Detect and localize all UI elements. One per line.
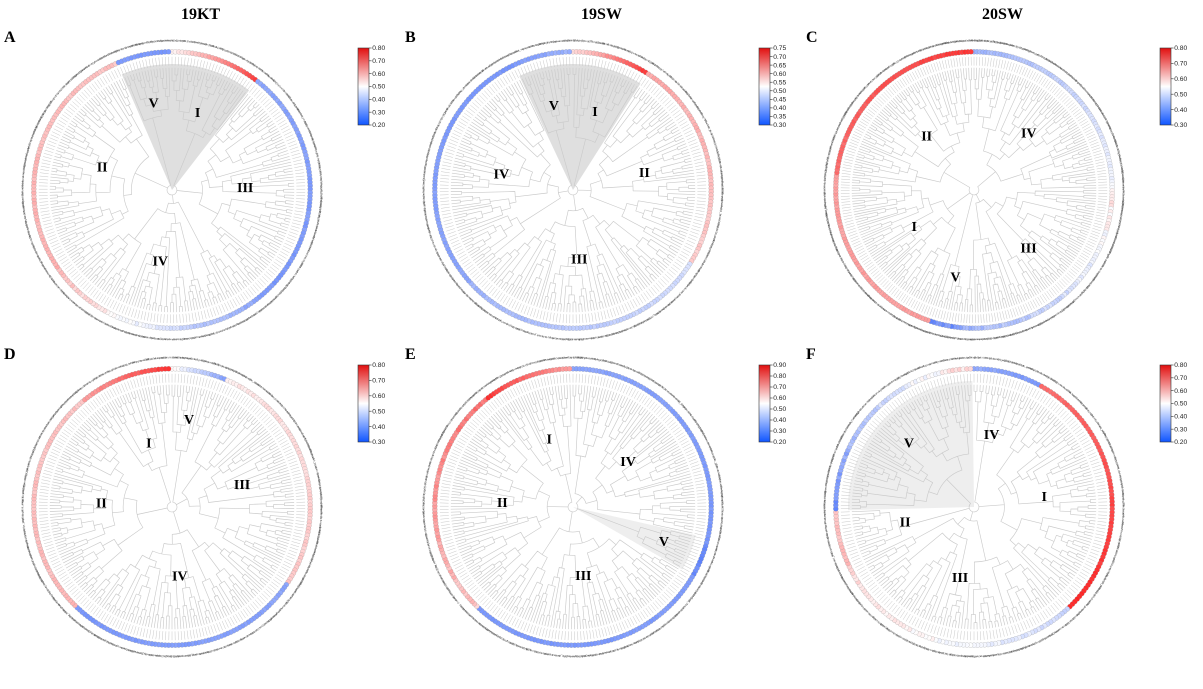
svg-text:III: III	[571, 253, 587, 268]
svg-text:IV: IV	[493, 168, 509, 183]
svg-text:IV: IV	[1021, 127, 1037, 142]
svg-text:0.40: 0.40	[372, 423, 385, 430]
svg-text:0.70: 0.70	[1174, 375, 1187, 382]
svg-text:III: III	[952, 571, 968, 586]
svg-text:0.30: 0.30	[1174, 122, 1187, 129]
svg-text:0.80: 0.80	[372, 45, 385, 52]
svg-text:0.80: 0.80	[372, 362, 385, 369]
svg-text:III: III	[234, 478, 250, 493]
svg-text:0.35: 0.35	[773, 114, 786, 121]
svg-text:0.80: 0.80	[1174, 45, 1187, 52]
svg-text:III: III	[237, 181, 253, 196]
svg-text:0.30: 0.30	[372, 439, 385, 446]
svg-text:III: III	[1020, 241, 1036, 256]
svg-text:A: A	[4, 29, 16, 46]
svg-text:0.30: 0.30	[773, 428, 786, 435]
svg-text:0.75: 0.75	[773, 45, 786, 52]
svg-text:0.50: 0.50	[372, 84, 385, 91]
svg-text:0.50: 0.50	[372, 408, 385, 415]
svg-text:V: V	[149, 96, 159, 111]
svg-text:0.20: 0.20	[773, 439, 786, 446]
svg-text:0.65: 0.65	[773, 62, 786, 69]
svg-text:0.70: 0.70	[773, 54, 786, 61]
svg-text:E: E	[405, 346, 416, 363]
svg-text:0.60: 0.60	[372, 71, 385, 78]
svg-text:0.40: 0.40	[1174, 413, 1187, 420]
svg-text:V: V	[184, 413, 194, 428]
svg-text:F: F	[806, 346, 816, 363]
svg-text:tnhf5f: tnhf5f	[569, 39, 576, 42]
svg-text:0.80: 0.80	[773, 373, 786, 380]
svg-text:I: I	[1041, 490, 1046, 505]
svg-text:IV: IV	[620, 454, 636, 469]
svg-text:V: V	[950, 271, 960, 286]
svg-text:0.30: 0.30	[1174, 426, 1187, 433]
svg-text:0.40: 0.40	[773, 105, 786, 112]
svg-text:0.50: 0.50	[1174, 91, 1187, 98]
svg-text:I: I	[911, 220, 916, 235]
svg-text:D: D	[4, 346, 16, 363]
svg-text:0.40: 0.40	[773, 417, 786, 424]
svg-text:0.50: 0.50	[1174, 400, 1187, 407]
svg-text:0.60: 0.60	[773, 71, 786, 78]
svg-text:I: I	[592, 105, 597, 120]
svg-text:0.70: 0.70	[1174, 61, 1187, 68]
svg-text:0.60: 0.60	[1174, 387, 1187, 394]
svg-text:IV: IV	[172, 569, 188, 584]
svg-text:B: B	[405, 29, 416, 46]
svg-text:V: V	[659, 534, 669, 549]
svg-text:0.20: 0.20	[372, 122, 385, 129]
svg-text:II: II	[96, 496, 107, 511]
svg-text:0.55: 0.55	[773, 79, 786, 86]
svg-text:0.20: 0.20	[1174, 439, 1187, 446]
svg-text:0.70: 0.70	[773, 384, 786, 391]
svg-text:0.70: 0.70	[372, 377, 385, 384]
svg-text:II: II	[97, 160, 108, 175]
svg-text:I: I	[547, 432, 552, 447]
svg-text:V: V	[904, 436, 914, 451]
svg-text:V: V	[549, 99, 559, 114]
svg-text:0.30: 0.30	[372, 109, 385, 116]
svg-text:II: II	[921, 130, 932, 145]
svg-text:III: III	[575, 569, 591, 584]
svg-text:0.50: 0.50	[773, 406, 786, 413]
svg-text:pbo7dxu: pbo7dxu	[168, 356, 178, 359]
svg-text:0.60: 0.60	[773, 395, 786, 402]
svg-text:0.45: 0.45	[773, 97, 786, 104]
svg-text:II: II	[497, 496, 508, 511]
svg-text:I: I	[195, 106, 200, 121]
svg-text:9twhiw3: 9twhiw3	[971, 39, 981, 42]
svg-text:II: II	[900, 515, 911, 530]
svg-text:IV: IV	[984, 428, 1000, 443]
svg-text:0.30: 0.30	[773, 122, 786, 129]
svg-text:0.70: 0.70	[372, 58, 385, 65]
svg-text:0.60: 0.60	[1174, 76, 1187, 83]
svg-text:1gnu7n3: 1gnu7n3	[569, 356, 579, 359]
svg-text:hiogz: hiogz	[970, 356, 977, 359]
svg-text:0.90: 0.90	[773, 362, 786, 369]
svg-text:0.60: 0.60	[372, 393, 385, 400]
svg-text:sqhp: sqhp	[168, 39, 174, 42]
svg-text:0.50: 0.50	[773, 88, 786, 95]
svg-text:IV: IV	[152, 254, 168, 269]
svg-text:0.40: 0.40	[372, 97, 385, 104]
svg-text:0.80: 0.80	[1174, 362, 1187, 369]
svg-text:I: I	[146, 436, 151, 451]
svg-text:C: C	[806, 29, 818, 46]
svg-text:0.40: 0.40	[1174, 107, 1187, 114]
svg-text:II: II	[639, 166, 650, 181]
